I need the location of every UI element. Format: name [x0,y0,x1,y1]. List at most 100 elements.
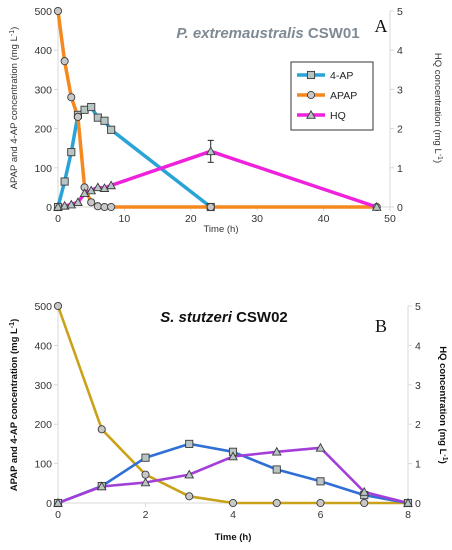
y2-tick-label: 2 [415,419,421,431]
x-tick-label: 50 [384,213,396,225]
panel-a-ylabel: APAP and 4-AP concentration (mg L-1) [9,27,21,190]
x-tick-label: 0 [55,509,61,521]
data-point-square [272,465,281,474]
data-point-square [67,148,76,157]
data-point-circle [67,93,76,102]
series-line-series-0 [56,305,408,505]
y-tick-label: 200 [34,124,52,136]
x-tick-label: 8 [405,509,411,521]
y2-tick-label: 2 [397,124,403,136]
data-point-triangle [205,146,216,156]
data-point-circle [60,57,69,66]
data-point-triangle [271,446,282,456]
y-tick-label: 100 [34,163,52,175]
data-point-triangle [140,477,151,487]
y-tick-label: 0 [46,202,52,214]
y2-tick-label: 3 [397,84,403,96]
data-point-triangle [66,199,77,209]
data-point-triangle [79,188,90,198]
data-point-triangle [371,201,382,211]
data-point-triangle [359,486,370,496]
y-tick-label: 0 [46,498,52,510]
data-point-circle [228,498,238,508]
y2-tick-label: 5 [415,301,421,313]
panel-b-xlabel: Time (h) [215,532,252,543]
data-point-triangle [73,197,83,207]
y2-tick-label: 5 [397,6,403,18]
data-point-square [60,177,69,186]
panel-a-letter: A [375,16,388,36]
data-point-triangle [403,497,413,507]
data-point-triangle [99,183,110,192]
panel-a-title: P. extremaustralis CSW01 [176,25,359,42]
legend-label: APAP [330,90,357,102]
y2-tick-label: 0 [415,498,421,510]
legend-label: 4-AP [330,70,353,82]
series-line-hq [57,149,378,209]
y-tick-label: 100 [34,459,52,471]
data-point-circle [141,470,150,479]
data-point-circle [53,301,63,311]
data-point-triangle [53,497,63,507]
y-tick-label: 400 [34,45,52,57]
y-tick-label: 400 [34,340,52,352]
data-point-circle [73,112,82,121]
data-point-triangle [59,200,70,210]
panel-b-y2label: HQ concentration (mg L-1) [437,346,449,464]
y2-tick-label: 4 [397,45,403,57]
data-point-square [107,125,116,134]
data-point-square [100,116,109,125]
data-point-circle [316,498,325,508]
data-point-circle [100,202,109,212]
data-point-triangle [86,185,97,195]
y2-tick-label: 0 [397,202,403,214]
panel-b: 0 100 200 300 400 500 0 1 2 3 4 5 0 2 4 6 8 S. stutzeri … [9,301,449,543]
data-point-circle [53,6,63,16]
y-tick-label: 500 [34,301,52,313]
data-point-circle [360,498,369,508]
panel-a-xlabel: Time (h) [203,224,238,235]
x-tick-label: 40 [318,213,330,225]
data-point-circle [107,202,116,212]
y-tick-label: 300 [34,380,52,392]
panel-a-y2label: HQ concentration (mg L-1) [432,53,444,163]
x-tick-label: 20 [185,213,197,225]
legend-marker-square [306,70,316,80]
legend-marker-triangle [306,109,316,119]
y2-tick-label: 1 [397,163,403,175]
y2-tick-label: 4 [415,340,421,352]
y2-tick-label: 3 [415,380,421,392]
x-tick-label: 2 [143,509,149,521]
data-point-circle [272,498,281,508]
legend-marker-circle [306,90,316,100]
data-point-square [185,439,194,448]
data-point-triangle [96,481,107,491]
data-point-triangle [106,180,117,190]
x-tick-label: 6 [318,509,324,521]
legend-label: HQ [330,110,346,122]
y-tick-label: 200 [34,419,52,431]
data-point-circle [93,202,102,211]
data-point-circle [185,492,194,501]
panel-b-title: S. stutzeri CSW02 [160,309,288,326]
y2-tick-label: 1 [415,459,421,471]
data-point-triangle [315,442,326,452]
data-point-triangle [184,469,195,479]
y-tick-label: 500 [34,6,52,18]
x-tick-label: 0 [55,213,61,225]
data-point-triangle [53,201,63,211]
panel-b-letter: B [375,316,387,336]
y-tick-label: 300 [34,84,52,96]
data-point-square [80,105,89,114]
x-tick-label: 10 [119,213,131,225]
panel-b-ylabel: APAP and 4-AP concentration (mg L-1) [9,319,21,492]
data-point-square [93,113,102,122]
x-tick-label: 30 [251,213,263,225]
x-tick-label: 4 [230,509,236,521]
data-point-circle [97,425,106,434]
data-point-circle [87,198,96,207]
data-point-square [141,453,150,462]
data-point-square [87,102,96,112]
